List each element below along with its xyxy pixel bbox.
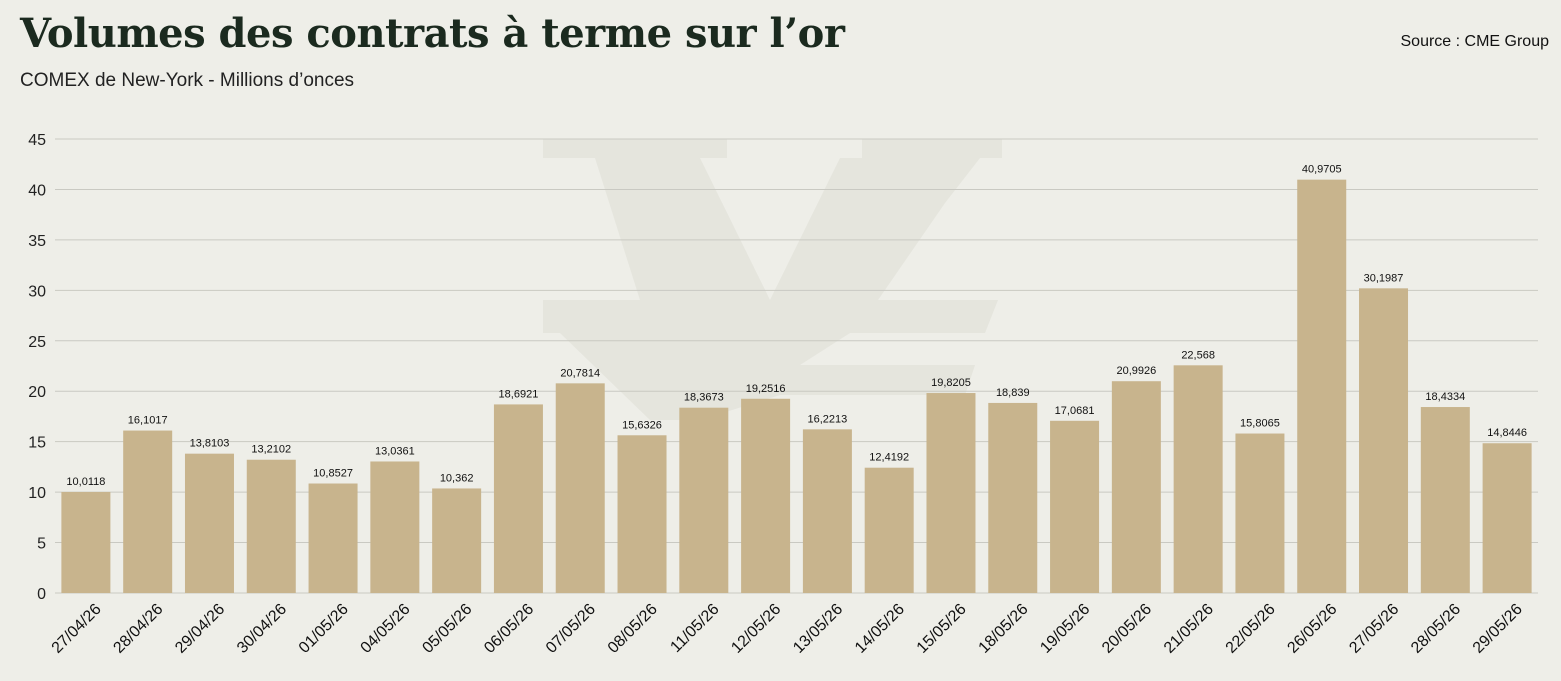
x-tick-label: 08/05/26 [605,601,661,657]
watermark-shape [543,139,1002,420]
data-label: 22,568 [1181,349,1215,361]
data-label: 19,8205 [931,377,971,389]
x-tick-label: 06/05/26 [481,601,537,657]
chart-subtitle: COMEX de New-York - Millions d’onces [20,70,355,91]
bar [1420,407,1470,593]
x-tick-label: 27/04/26 [49,601,105,657]
bar [123,430,173,593]
bar [864,467,914,593]
bars [61,179,1532,593]
data-label: 18,6921 [499,388,539,400]
bar [802,429,852,593]
y-tick-label: 15 [28,435,46,452]
data-label: 30,1987 [1364,272,1404,284]
data-label: 20,9926 [1116,365,1156,377]
data-label: 13,0361 [375,445,415,457]
bar [1235,433,1285,593]
bar [1359,288,1409,593]
data-label: 13,8103 [190,438,230,450]
data-label: 10,0118 [66,476,105,488]
gridlines [55,138,1538,594]
bar [617,435,667,593]
y-tick-label: 20 [28,384,46,401]
bar [246,459,296,593]
bar [1482,443,1532,593]
data-label: 17,0681 [1055,405,1095,417]
source-note: Source : CME Group [1400,33,1550,50]
bar [432,488,482,593]
bar [1111,381,1161,593]
x-tick-label: 12/05/26 [728,601,784,657]
y-tick-label: 35 [28,233,46,250]
bar [926,393,976,593]
x-tick-label: 01/05/26 [296,601,352,657]
data-label: 10,8527 [313,468,353,480]
x-tick-label: 13/05/26 [790,601,846,657]
data-label: 18,839 [996,387,1030,399]
chart-title: Volumes des contrats à terme sur l’or [20,10,845,57]
data-label: 15,6326 [622,419,662,431]
x-tick-label: 14/05/26 [852,601,908,657]
bar [741,398,791,593]
data-label: 15,8065 [1240,418,1280,430]
x-tick-label: 28/05/26 [1408,601,1464,657]
y-tick-label: 10 [28,485,46,502]
data-label: 40,9705 [1302,164,1342,176]
bar [493,404,543,593]
data-label: 13,2102 [251,444,291,456]
y-axis: 0 5 10 15 20 25 30 35 40 45 [28,132,46,603]
data-label: 10,362 [440,472,474,484]
x-tick-label: 18/05/26 [976,601,1032,657]
bar [1297,179,1347,593]
x-tick-label: 21/05/26 [1161,601,1217,657]
data-labels: 10,0118 16,1017 13,8103 13,2102 10,8527 13,03… [66,164,1527,488]
bar [1173,365,1223,593]
y-tick-label: 40 [28,182,46,199]
bar [1050,420,1100,593]
x-axis: 27/04/26 28/04/26 29/04/26 30/04/26 01/05/26… [49,601,1526,657]
x-tick-label: 29/05/26 [1470,601,1526,657]
y-tick-label: 25 [28,334,46,351]
data-label: 18,3673 [684,392,724,404]
x-tick-label: 07/05/26 [543,601,599,657]
x-tick-label: 11/05/26 [667,601,722,656]
x-tick-label: 29/04/26 [172,601,228,657]
y-tick-label: 45 [28,132,46,149]
x-tick-label: 28/04/26 [110,601,166,657]
y-tick-label: 30 [28,283,46,300]
bar [988,402,1038,593]
bar [555,383,605,593]
bar [679,407,729,593]
x-tick-label: 15/05/26 [914,601,970,657]
bar [184,453,234,593]
x-tick-label: 05/05/26 [419,601,475,657]
watermark-logo [543,139,1002,420]
data-label: 16,1017 [128,415,168,427]
x-tick-label: 27/05/26 [1346,601,1402,657]
x-tick-label: 19/05/26 [1037,601,1093,657]
bar [308,483,358,593]
bar [370,461,420,593]
data-label: 14,8446 [1487,427,1527,439]
x-tick-label: 20/05/26 [1099,601,1155,657]
x-tick-label: 26/05/26 [1284,601,1340,657]
x-tick-label: 22/05/26 [1223,601,1279,657]
data-label: 18,4334 [1425,391,1465,403]
data-label: 12,4192 [869,452,909,464]
bar [61,491,111,593]
x-tick-label: 04/05/26 [358,601,414,657]
data-label: 16,2213 [808,413,848,425]
y-tick-label: 0 [37,586,46,603]
y-tick-label: 5 [37,536,46,553]
data-label: 19,2516 [746,383,786,395]
x-tick-label: 30/04/26 [234,601,290,657]
data-label: 20,7814 [560,367,600,379]
